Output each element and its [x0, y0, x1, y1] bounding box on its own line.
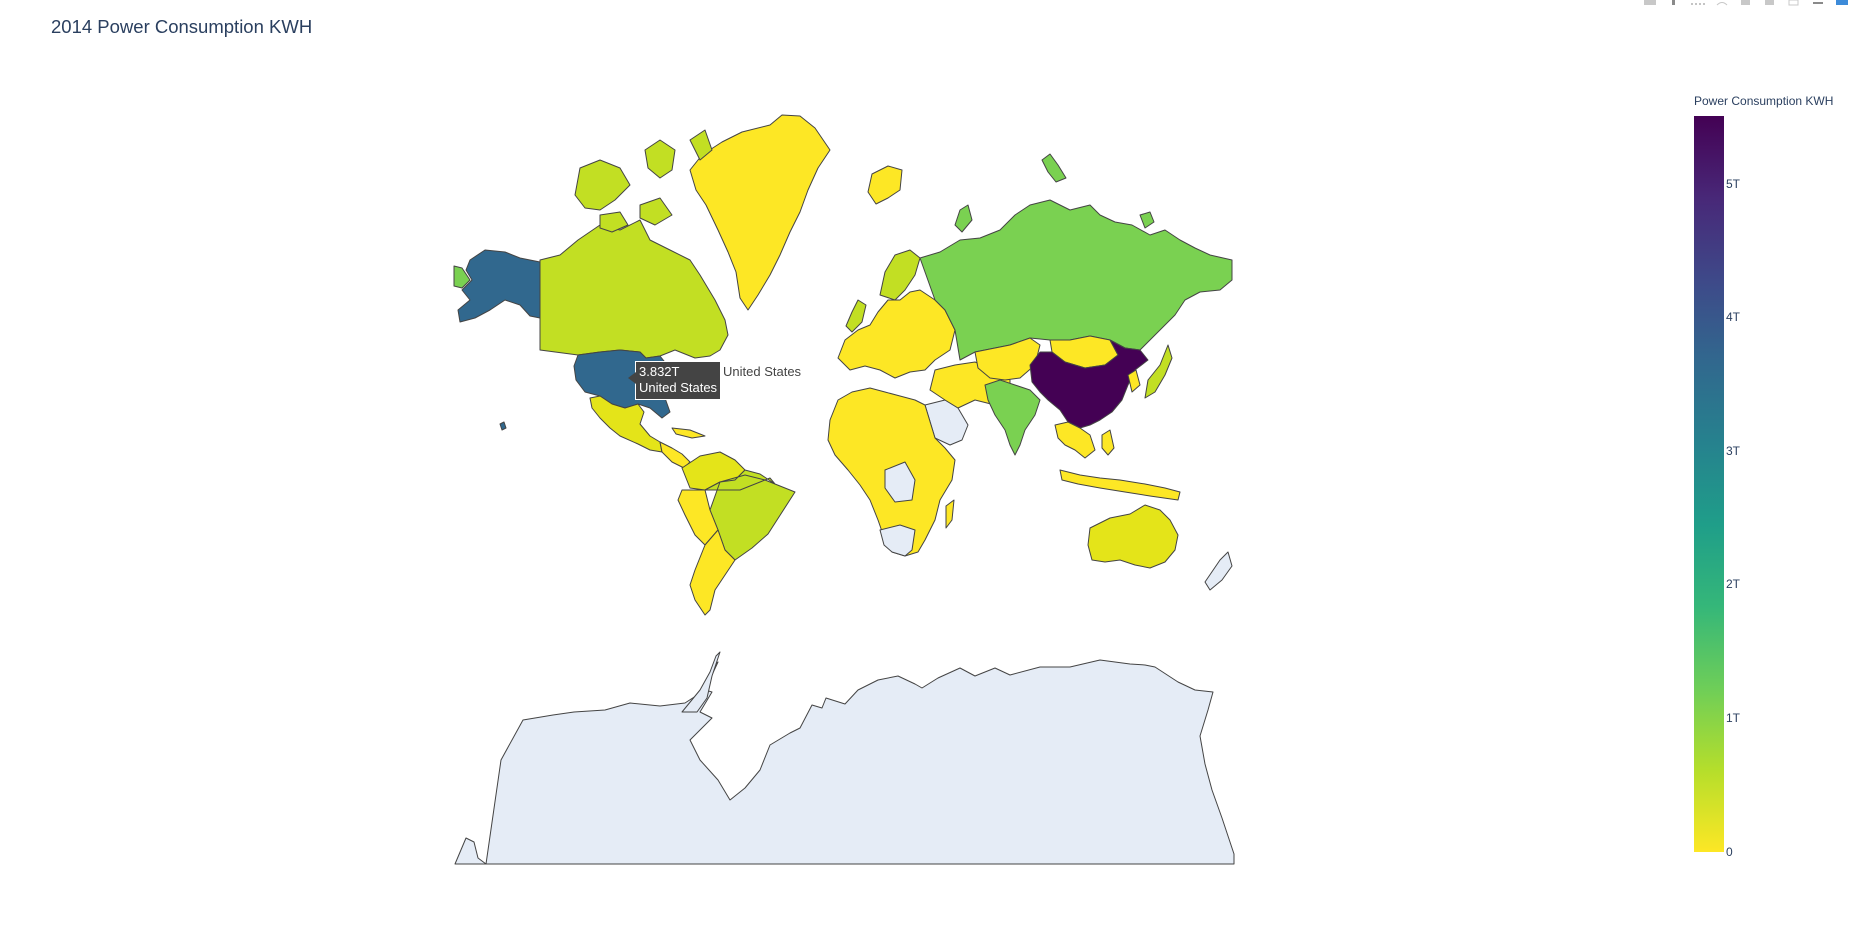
autoscale-icon[interactable]: [1787, 0, 1801, 6]
region-svalbard[interactable]: [1041, 153, 1067, 183]
region-hawaii[interactable]: [499, 421, 507, 431]
modebar: [1643, 0, 1849, 10]
region-antarctica-peninsula[interactable]: [681, 651, 721, 713]
colorbar-tick-2T: 2T: [1726, 577, 1741, 591]
hover-country: United States: [639, 380, 718, 395]
region-philippines[interactable]: [1101, 429, 1115, 456]
region-south-africa[interactable]: [879, 524, 916, 557]
zoom-in-icon[interactable]: [1739, 0, 1753, 6]
region-madagascar[interactable]: [945, 499, 955, 529]
region-severnaya-zemlya[interactable]: [1139, 211, 1155, 229]
colorbar-tick-1T: 1T: [1726, 711, 1741, 725]
zoom-out-icon[interactable]: [1763, 0, 1777, 6]
chart-title: 2014 Power Consumption KWH: [51, 16, 313, 37]
region-new-zealand[interactable]: [1204, 551, 1233, 591]
plotly-logo-icon[interactable]: [1835, 0, 1849, 6]
region-russia-west-edge[interactable]: [453, 265, 471, 289]
region-korea[interactable]: [1127, 369, 1141, 393]
region-antarctica[interactable]: [454, 659, 1235, 865]
region-canada[interactable]: [539, 219, 729, 359]
camera-icon[interactable]: [1643, 0, 1657, 6]
colorbar-tick-3T: 3T: [1726, 444, 1741, 458]
colorbar-title: Power Consumption KWH: [1694, 94, 1834, 108]
hover-trace-name: United States: [723, 364, 802, 379]
hover-value: 3.832T: [639, 364, 680, 379]
region-novaya-zemlya[interactable]: [954, 204, 973, 233]
region-indonesia[interactable]: [1059, 469, 1181, 501]
colorbar-tick-0: 0: [1726, 845, 1733, 859]
region-india[interactable]: [984, 379, 1041, 456]
region-japan[interactable]: [1144, 344, 1173, 399]
region-africa-no-data[interactable]: [884, 461, 916, 503]
colorbar-tick-4T: 4T: [1726, 310, 1741, 324]
hover-tooltip: 3.832T United States: [627, 361, 722, 400]
region-iceland[interactable]: [867, 165, 903, 205]
region-australia[interactable]: [1087, 504, 1179, 569]
region-canada-arctic[interactable]: [574, 129, 713, 233]
region-alaska[interactable]: [457, 249, 541, 323]
colorbar-gradient: [1694, 116, 1724, 852]
lasso-icon[interactable]: [1715, 0, 1729, 6]
region-southeast-asia[interactable]: [1054, 421, 1096, 459]
colorbar-tick-5T: 5T: [1726, 177, 1741, 191]
toggle-spike-icon[interactable]: [1811, 0, 1825, 6]
region-europe[interactable]: [837, 289, 956, 379]
region-greenland[interactable]: [689, 114, 831, 311]
region-central-america[interactable]: [659, 441, 691, 469]
zoom-icon[interactable]: [1667, 0, 1681, 6]
region-uk[interactable]: [845, 299, 867, 333]
region-caribbean[interactable]: [671, 427, 706, 439]
region-southern-cone[interactable]: [689, 529, 736, 616]
